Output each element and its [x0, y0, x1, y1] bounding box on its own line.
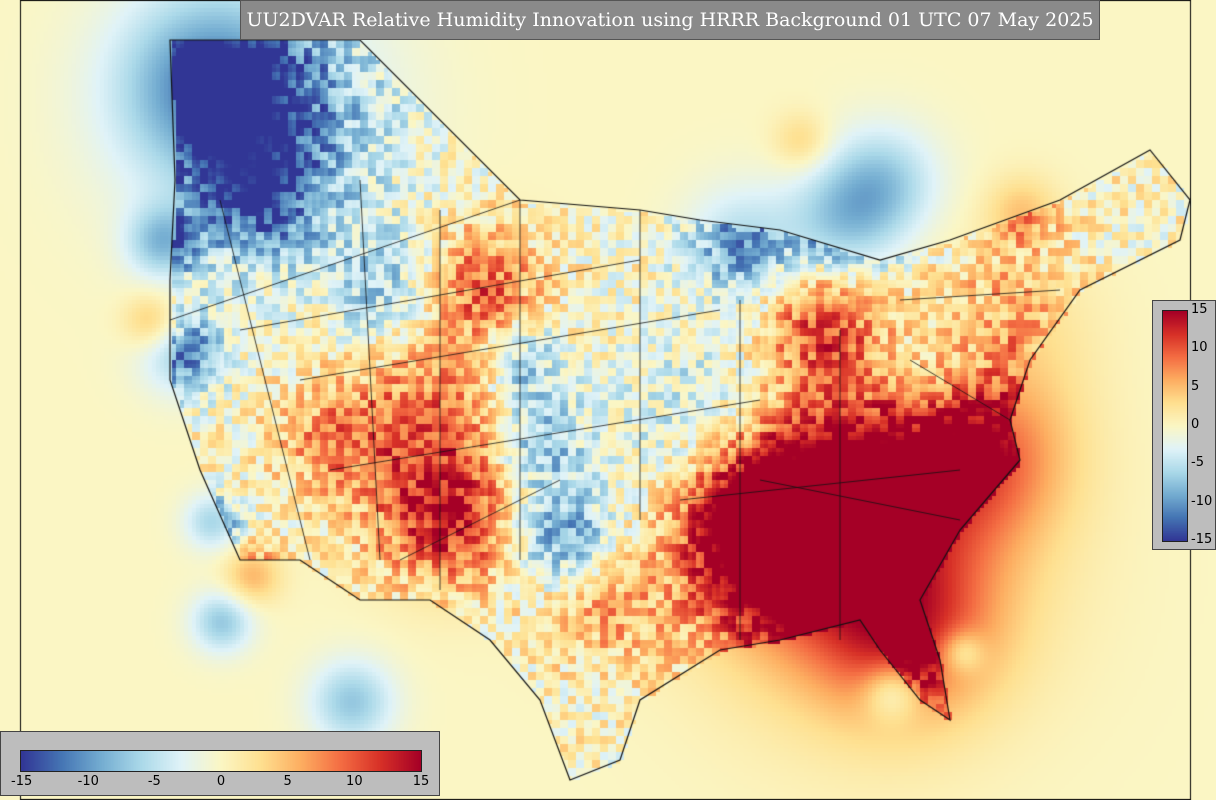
vertical-colorbar-tick-label: 0: [1191, 417, 1200, 432]
horizontal-colorbar: -15 -10 -5 0 5 10 15: [0, 731, 440, 796]
horizontal-colorbar-tick-label: -10: [77, 774, 99, 789]
horizontal-colorbar-tick-label: 0: [216, 774, 226, 789]
vertical-colorbar-tick-label: -15: [1191, 532, 1213, 547]
vertical-colorbar-gradient: [1162, 310, 1188, 542]
horizontal-colorbar-tick-label: 15: [412, 774, 430, 789]
horizontal-colorbar-tick-label: -5: [147, 774, 161, 789]
vertical-colorbar-tick-label: 15: [1191, 302, 1208, 317]
vertical-colorbar: 15 10 5 0 -5 -10 -15: [1152, 300, 1216, 550]
vertical-colorbar-tick-label: 5: [1191, 378, 1200, 394]
map-title: UU2DVAR Relative Humidity Innovation usi…: [240, 0, 1100, 40]
horizontal-colorbar-tick-label: 10: [346, 774, 363, 789]
map-title-text: UU2DVAR Relative Humidity Innovation usi…: [246, 9, 1094, 31]
horizontal-colorbar-gradient: [20, 750, 422, 772]
vertical-colorbar-tick-label: -10: [1191, 493, 1213, 509]
horizontal-colorbar-tick-label: 5: [283, 774, 292, 789]
vertical-colorbar-tick-label: -5: [1191, 455, 1204, 471]
vertical-colorbar-tick-label: 10: [1191, 340, 1208, 356]
horizontal-colorbar-tick-label: -15: [11, 774, 33, 789]
